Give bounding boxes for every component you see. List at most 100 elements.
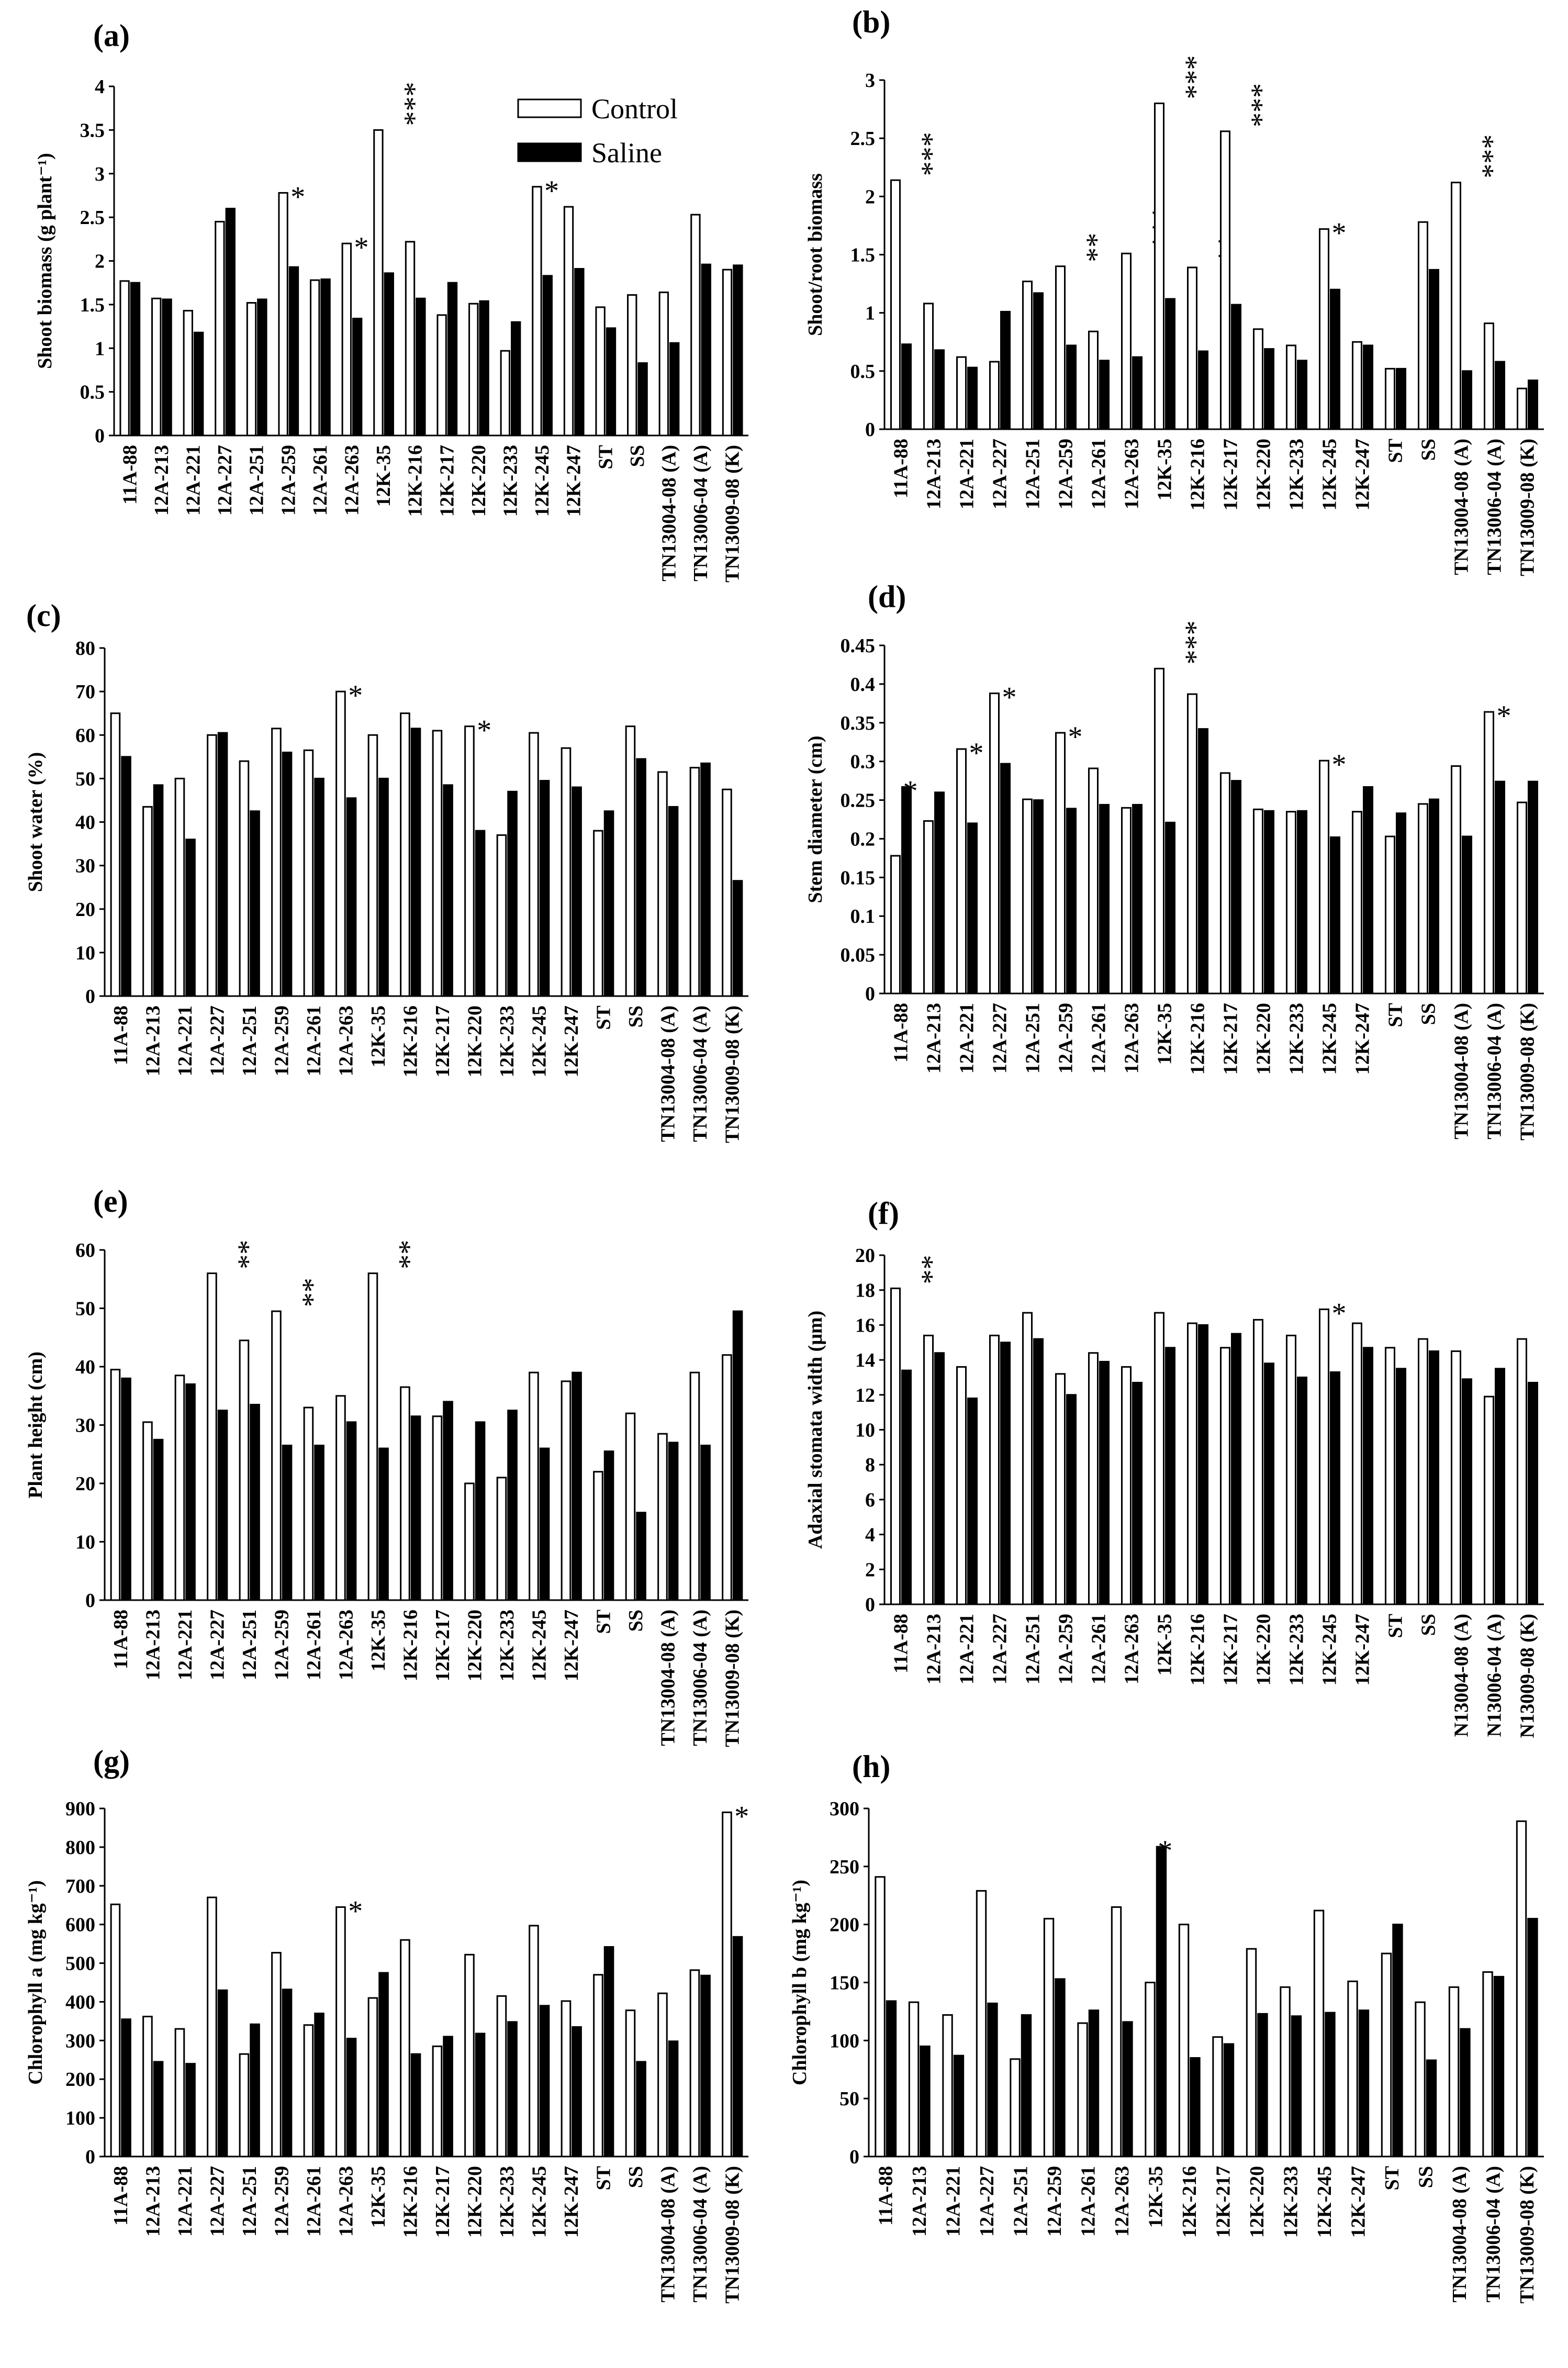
bar-control	[1285, 1334, 1296, 1605]
x-tick-label: SS	[625, 1006, 647, 1027]
bar-control	[335, 690, 346, 997]
x-tick-label: 11A-88	[890, 1614, 912, 1673]
x-tick-label: 12K-245	[1314, 2166, 1336, 2238]
significance-marker: *	[1068, 721, 1083, 753]
bar-control	[500, 350, 510, 437]
bar-control	[657, 1433, 668, 1601]
significance-marker: **	[384, 1240, 417, 1269]
x-tick-label: 12A-261	[303, 1006, 325, 1076]
bar-control	[1010, 2058, 1021, 2158]
x-tick-label: 12A-263	[1121, 439, 1143, 509]
y-tick-label: 0.2	[850, 828, 876, 850]
bar-saline	[1021, 2014, 1032, 2158]
x-tick-label: 12A-221	[942, 2166, 964, 2237]
x-tick-label: 12A-261	[1077, 2166, 1099, 2237]
bar-saline	[1330, 836, 1341, 995]
significance-marker: *	[290, 181, 305, 213]
x-tick-label: 12A-259	[1055, 1614, 1077, 1684]
y-tick-label: 0	[865, 1594, 875, 1616]
bar-saline	[194, 331, 204, 437]
bar-control	[271, 1310, 282, 1601]
bar-saline	[1429, 1350, 1440, 1605]
bar-saline	[1033, 799, 1044, 995]
bar-saline	[1000, 1342, 1011, 1605]
bar-saline	[314, 777, 324, 997]
bar-control	[1483, 1395, 1494, 1605]
bar-control	[432, 2045, 443, 2158]
bar-saline	[701, 263, 711, 437]
bar-saline	[443, 2036, 453, 2158]
y-tick-label: 1	[865, 303, 875, 325]
bar-saline	[967, 1397, 978, 1605]
x-tick-label: 12A-213	[142, 1610, 164, 1680]
chart-panel-8: (h) Chlorophyll b (mg kg⁻¹) 0 50 100 150 200 25…	[789, 1749, 1544, 2304]
bar-control	[239, 1339, 250, 1601]
bar-saline	[1330, 288, 1341, 430]
bar-control	[1313, 1909, 1325, 2158]
bar-saline	[1165, 1347, 1176, 1605]
bar-control	[1219, 1347, 1230, 1605]
significance-marker: ***	[1138, 205, 1170, 249]
significance-marker: **	[907, 1255, 939, 1284]
x-tick-label: 12A-221	[174, 1006, 196, 1076]
x-tick-label: TN13009-08 (K)	[721, 1610, 743, 1747]
x-tick-label: 12K-233	[1286, 1003, 1308, 1075]
x-tick-label: SS	[1418, 1614, 1440, 1636]
bar-saline	[250, 1403, 260, 1601]
x-tick-label: 11A-88	[875, 2166, 897, 2226]
x-tick-label: 12A-263	[341, 445, 363, 516]
bar-control	[271, 728, 282, 997]
bar-control	[400, 712, 410, 997]
bar-control	[1088, 330, 1099, 430]
bar-control	[923, 303, 934, 430]
y-tick-label: 1.5	[850, 244, 876, 266]
bar-saline	[636, 758, 646, 997]
x-tick-label: TN13004-08 (A)	[657, 2166, 679, 2303]
bar-saline	[1396, 812, 1407, 995]
bar-control	[593, 830, 603, 997]
x-tick-label: 12A-213	[142, 1006, 164, 1076]
bar-saline	[217, 1410, 228, 1601]
bar-control	[1043, 1918, 1055, 2158]
x-tick-label: 12K-217	[1220, 439, 1242, 510]
bar-control	[1483, 711, 1494, 995]
x-tick-label: TN13009-08 (K)	[1517, 1003, 1539, 1141]
y-tick-label: 16	[855, 1314, 875, 1336]
x-tick-label: 12K-216	[405, 445, 427, 517]
x-tick-label: 12K-220	[464, 2166, 486, 2238]
x-tick-label: TN13006-04 (A)	[689, 1006, 711, 1142]
y-tick-label: 40	[75, 812, 95, 834]
y-tick-label: 14	[855, 1349, 875, 1371]
bar-saline	[636, 2061, 646, 2158]
bar-saline	[1363, 344, 1374, 430]
bar-control	[1318, 759, 1329, 995]
bar-saline	[1396, 367, 1407, 430]
x-tick-label: 12K-245	[528, 2166, 550, 2238]
bar-saline	[1198, 728, 1209, 995]
bar-saline	[934, 349, 945, 430]
y-tick-label: 2	[95, 251, 105, 273]
bar-saline	[1396, 1368, 1407, 1605]
bar-control	[496, 834, 507, 997]
legend-swatch-saline	[517, 142, 582, 162]
bar-control	[310, 279, 320, 437]
bar-saline	[1099, 360, 1110, 430]
bar-saline	[967, 822, 978, 995]
x-tick-label: 12K-216	[1179, 2166, 1201, 2238]
bar-control	[690, 214, 701, 437]
legend-swatch-control	[517, 98, 582, 118]
x-tick-label: ST	[1385, 1003, 1407, 1027]
y-tick-label: 0	[95, 425, 105, 447]
x-tick-label: TN13006-04 (A)	[1484, 1003, 1506, 1140]
x-tick-label: 12K-233	[1286, 439, 1308, 510]
y-tick-label: 0	[849, 2146, 859, 2168]
x-tick-label: ST	[592, 1610, 614, 1634]
x-tick-label: 12A-221	[956, 1003, 978, 1074]
significance-marker: *	[1332, 217, 1347, 250]
bar-saline	[1291, 2015, 1302, 2158]
y-tick-label: 0.45	[841, 635, 876, 657]
bar-control	[1022, 281, 1033, 430]
bar-control	[923, 820, 934, 995]
bar-control	[1417, 221, 1428, 430]
bar-control	[625, 2009, 636, 2158]
